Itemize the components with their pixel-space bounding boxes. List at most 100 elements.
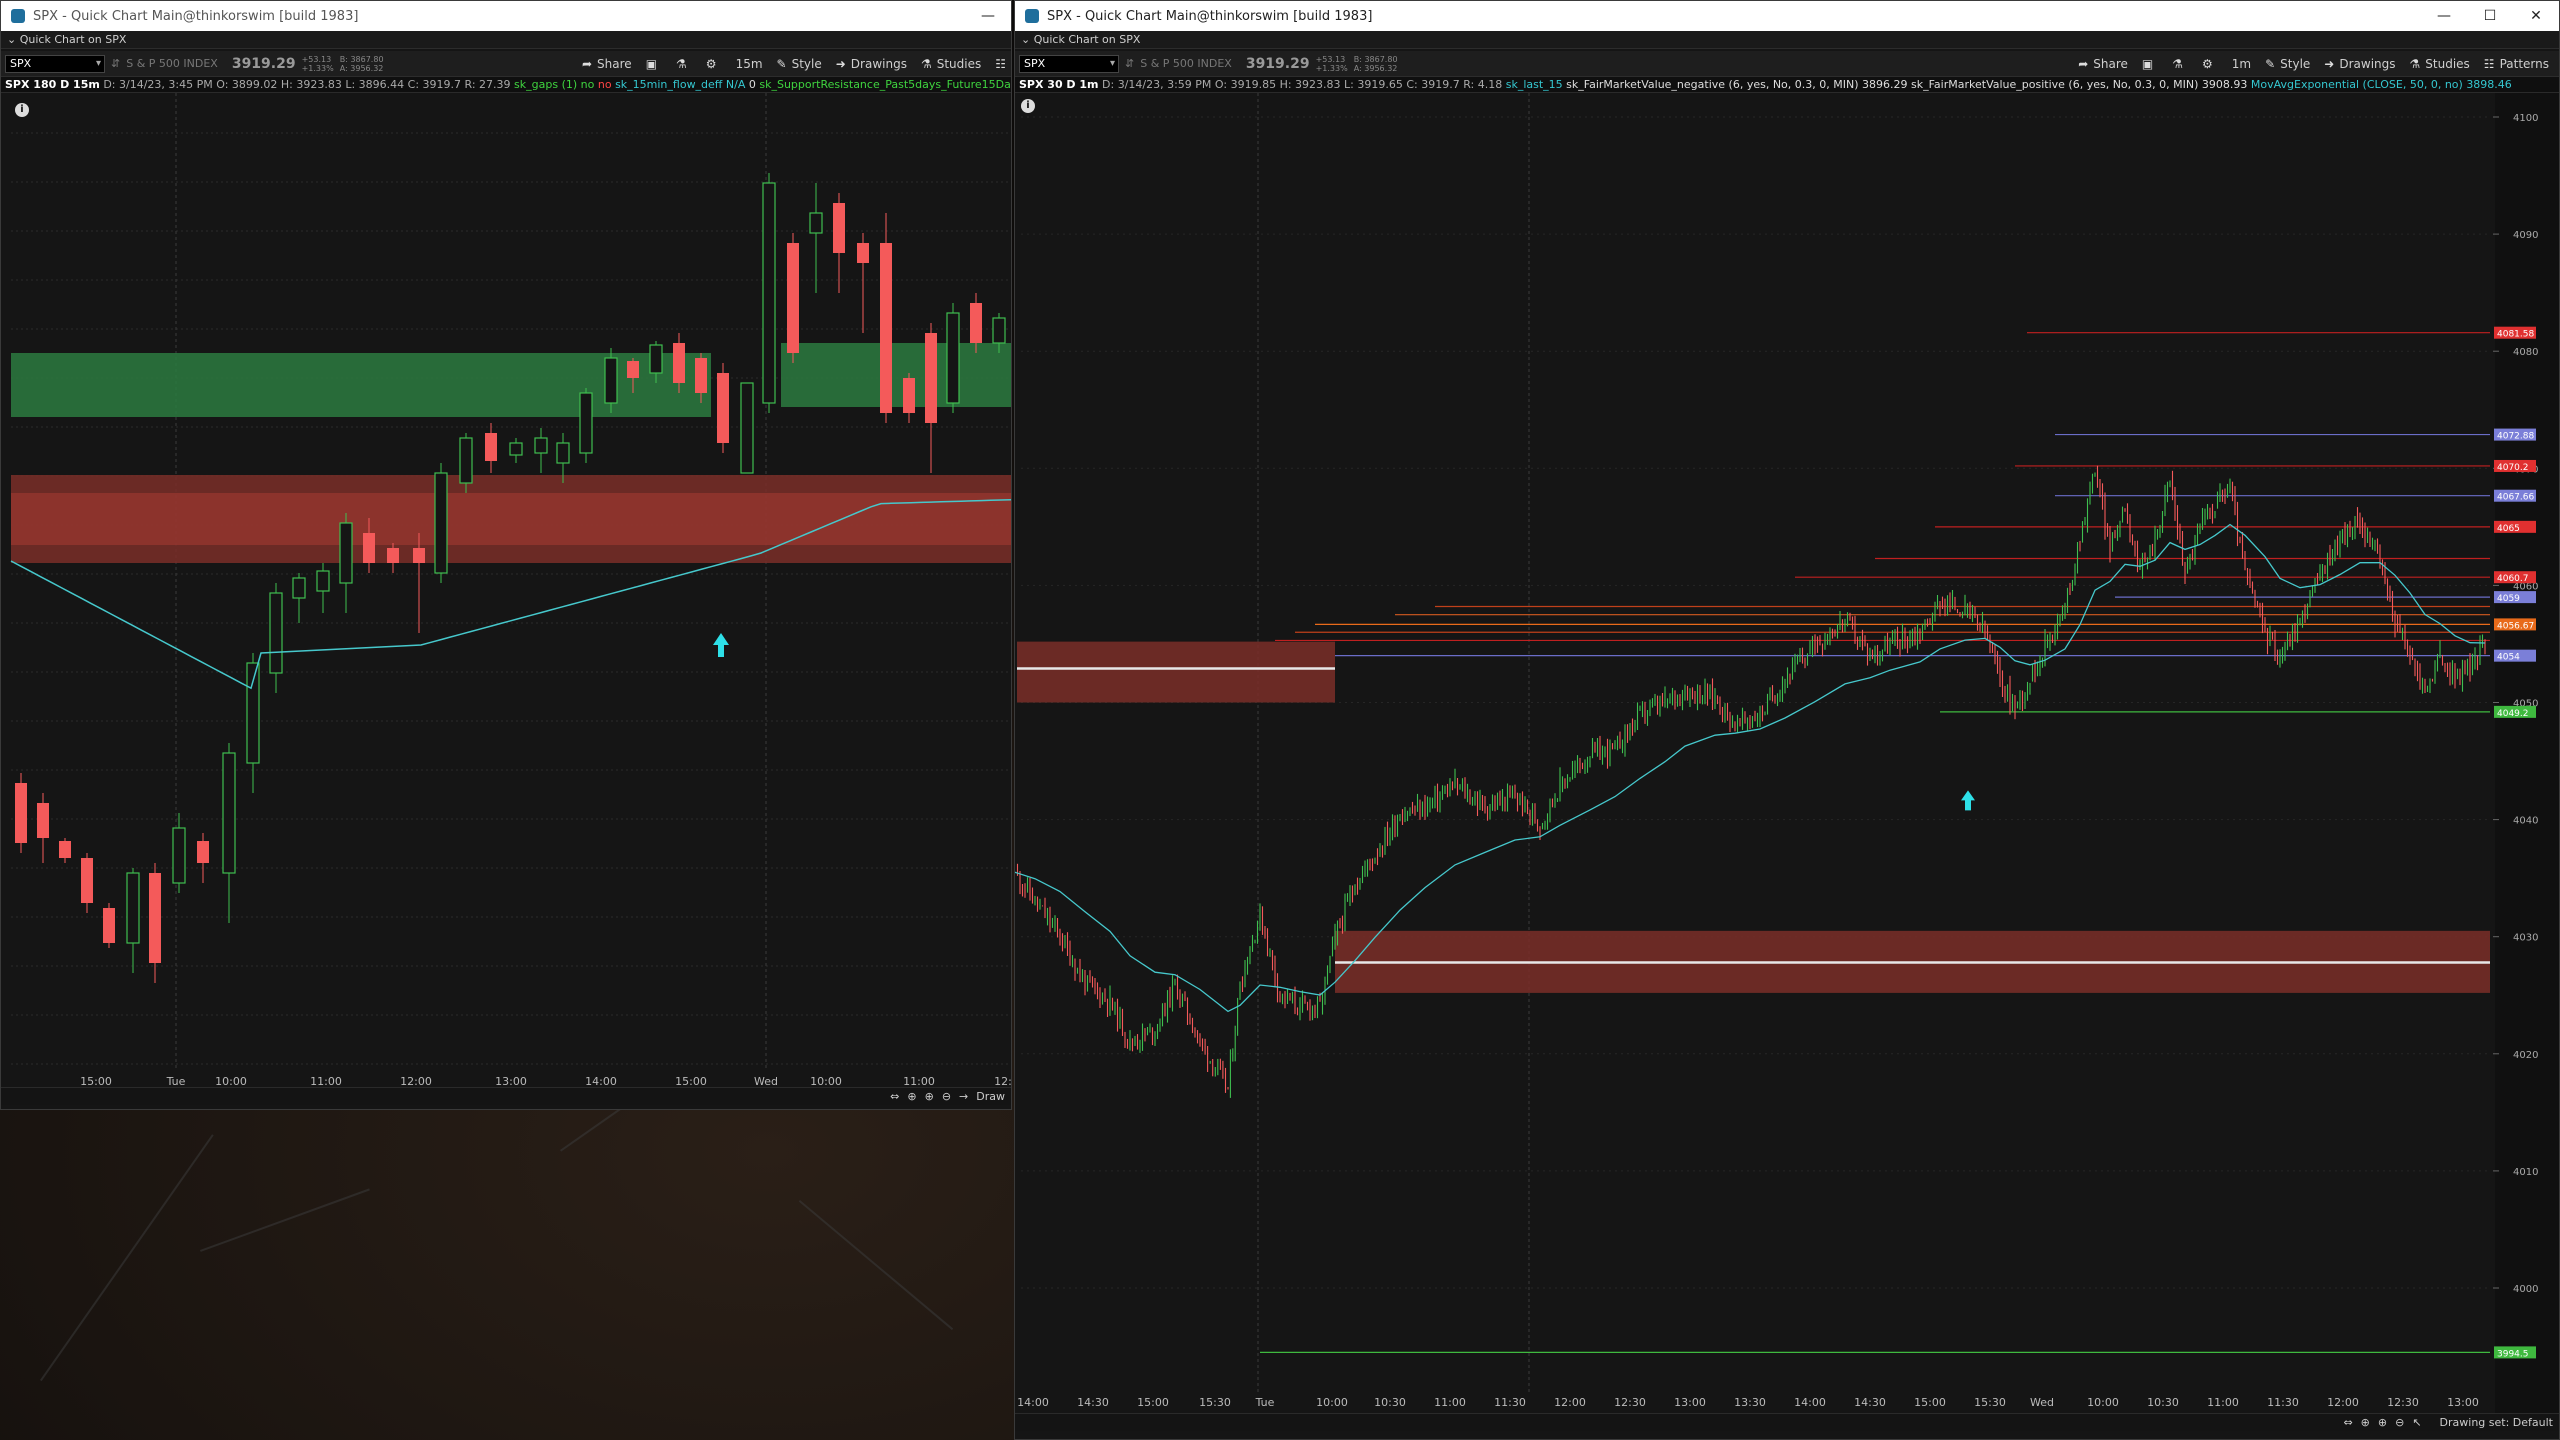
- price-tag: [2494, 459, 2536, 472]
- candle-body: [627, 361, 639, 378]
- left-studies-label: Studies: [936, 56, 982, 71]
- left-bid-ask: B: 3867.80 A: 3956.32: [340, 55, 384, 73]
- candle-body: [149, 873, 161, 963]
- crosshair-icon[interactable]: ⊕: [2360, 1416, 2370, 1429]
- left-patterns-button[interactable]: ☷: [995, 57, 1011, 71]
- right-drawings-button[interactable]: ➜ Drawings: [2324, 57, 2395, 71]
- right-studies-button[interactable]: ⚗ Studies: [2410, 57, 2470, 71]
- right-symbol-description: S & P 500 INDEX: [1140, 57, 1232, 70]
- time-axis-label: 10:00: [2087, 1396, 2119, 1409]
- left-study-gaps-value: no: [580, 78, 595, 91]
- time-axis-label: 10:30: [2147, 1396, 2179, 1409]
- left-snapshot-button[interactable]: ▣: [646, 57, 662, 71]
- right-style-button[interactable]: ✎ Style: [2265, 57, 2310, 71]
- right-patterns-button[interactable]: ☷ Patterns: [2484, 57, 2549, 71]
- left-studies-button[interactable]: ⚗ Studies: [921, 57, 981, 71]
- candle-body: [970, 303, 982, 343]
- right-snapshot-button[interactable]: ▣: [2142, 57, 2158, 71]
- time-axis-label: 15:00: [80, 1075, 112, 1088]
- maximize-button[interactable]: ☐: [2483, 8, 2497, 24]
- candle-body: [673, 343, 685, 383]
- left-status-ohlc: O: 3899.02 H: 3923.83 L: 3896.44 C: 3919…: [216, 78, 511, 91]
- candle-body: [579, 392, 593, 454]
- time-axis-label: 13:00: [2447, 1396, 2479, 1409]
- camera-icon: ▣: [2141, 56, 2154, 71]
- minimize-button[interactable]: —: [981, 8, 995, 24]
- right-subheader: ⌄ Quick Chart on SPX: [1015, 31, 2559, 49]
- pan-icon[interactable]: ⇔: [2343, 1416, 2353, 1429]
- flask-icon: ⚗: [676, 56, 687, 71]
- info-icon[interactable]: i: [15, 103, 29, 117]
- arrow-right-icon[interactable]: →: [959, 1090, 969, 1103]
- price-axis-label: 4080: [2513, 347, 2538, 358]
- time-axis-label: Wed: [754, 1075, 778, 1088]
- left-price-chart[interactable]: 15:00 Tue 10:00 11:00 12:00 13:00 14:00 15:00 We…: [1, 93, 1012, 1093]
- left-settings-button[interactable]: ⚙: [706, 57, 722, 71]
- zoom-out-icon[interactable]: ⊖: [2395, 1416, 2405, 1429]
- left-style-button[interactable]: ✎ Style: [777, 57, 822, 71]
- support-zone-core: [11, 493, 1011, 545]
- left-share-button[interactable]: ➦ Share: [582, 57, 632, 71]
- candle-body: [809, 212, 823, 234]
- left-title-bar[interactable]: SPX - Quick Chart Main@thinkorswim [buil…: [1, 1, 1011, 31]
- right-symbol-input[interactable]: SPX: [1019, 54, 1119, 73]
- right-price-chart[interactable]: 4100409040804070406040504040403040204010…: [1015, 93, 2560, 1413]
- left-study-flow-value2: 0: [748, 78, 756, 91]
- left-study-gaps: sk_gaps (1): [514, 78, 578, 91]
- left-drawings-button[interactable]: ➜ Drawings: [836, 57, 907, 71]
- minimize-button[interactable]: —: [2437, 8, 2451, 24]
- time-axis-label: 15:30: [1974, 1396, 2006, 1409]
- left-study-flow-value: N/A: [725, 78, 746, 91]
- zoom-in-icon[interactable]: ⊕: [2377, 1416, 2388, 1429]
- price-tag-label: 4067.66: [2497, 493, 2534, 503]
- price-tag: [2494, 520, 2536, 533]
- left-bid: B: 3867.80: [339, 54, 384, 64]
- candle-body: [717, 373, 729, 443]
- right-style-label: Style: [2280, 56, 2311, 71]
- left-timeframe-button[interactable]: 15m: [735, 56, 763, 71]
- time-axis-label: 11:00: [1434, 1396, 1466, 1409]
- right-study-fmv-negative-value: 3896.29: [1862, 78, 1908, 91]
- zoom-in-icon[interactable]: ⊕: [924, 1090, 934, 1103]
- candle-body: [695, 358, 707, 393]
- right-title-bar[interactable]: SPX - Quick Chart Main@thinkorswim [buil…: [1015, 1, 2559, 31]
- right-settings-button[interactable]: ⚙: [2202, 57, 2218, 71]
- gear-icon: ⚙: [2202, 56, 2213, 71]
- ema-line: [1015, 523, 2486, 1013]
- time-axis-label: 12:00: [400, 1075, 432, 1088]
- right-status-line: SPX 30 D 1m D: 3/14/23, 3:59 PM O: 3919.…: [1015, 77, 2559, 93]
- time-axis-label: 15:00: [1914, 1396, 1946, 1409]
- right-flask-button[interactable]: ⚗: [2172, 57, 2188, 71]
- left-mini-quote-2: +1.33%: [301, 63, 334, 73]
- candle-body: [15, 783, 27, 843]
- zoom-out-icon[interactable]: ⊖: [941, 1090, 952, 1103]
- candle-body: [37, 803, 49, 838]
- resistance-zone: [781, 343, 1011, 407]
- right-share-button[interactable]: ➦ Share: [2078, 57, 2128, 71]
- link-icon[interactable]: ⇵: [111, 57, 121, 70]
- thinkorswim-app-icon: [1025, 9, 1039, 23]
- style-icon: ✎: [2265, 56, 2276, 71]
- crosshair-icon[interactable]: ⊕: [907, 1090, 917, 1103]
- cursor-icon[interactable]: ↖: [2412, 1416, 2422, 1429]
- candle-body: [387, 548, 399, 563]
- info-icon[interactable]: i: [1021, 99, 1035, 113]
- left-subheader: ⌄ Quick Chart on SPX: [1, 31, 1011, 49]
- right-timeframe-button[interactable]: 1m: [2231, 56, 2252, 71]
- candle-body: [413, 548, 425, 563]
- drawings-icon: ➜: [2324, 56, 2335, 71]
- candle-body: [459, 437, 473, 484]
- link-icon[interactable]: ⇵: [1125, 57, 1135, 70]
- left-flask-button[interactable]: ⚗: [676, 57, 692, 71]
- time-axis-label: 10:30: [1374, 1396, 1406, 1409]
- studies-icon: ⚗: [2409, 56, 2421, 71]
- left-symbol-input[interactable]: SPX: [5, 54, 105, 73]
- candle-body: [556, 442, 570, 464]
- close-button[interactable]: ✕: [2530, 8, 2542, 24]
- price-tag: [2494, 591, 2536, 604]
- time-axis-label: 12:00: [2327, 1396, 2359, 1409]
- pan-icon[interactable]: ⇔: [890, 1090, 900, 1103]
- time-axis-label: 15:00: [675, 1075, 707, 1088]
- candle-body: [59, 841, 71, 858]
- right-study-ema-value: 3898.46: [2466, 78, 2512, 91]
